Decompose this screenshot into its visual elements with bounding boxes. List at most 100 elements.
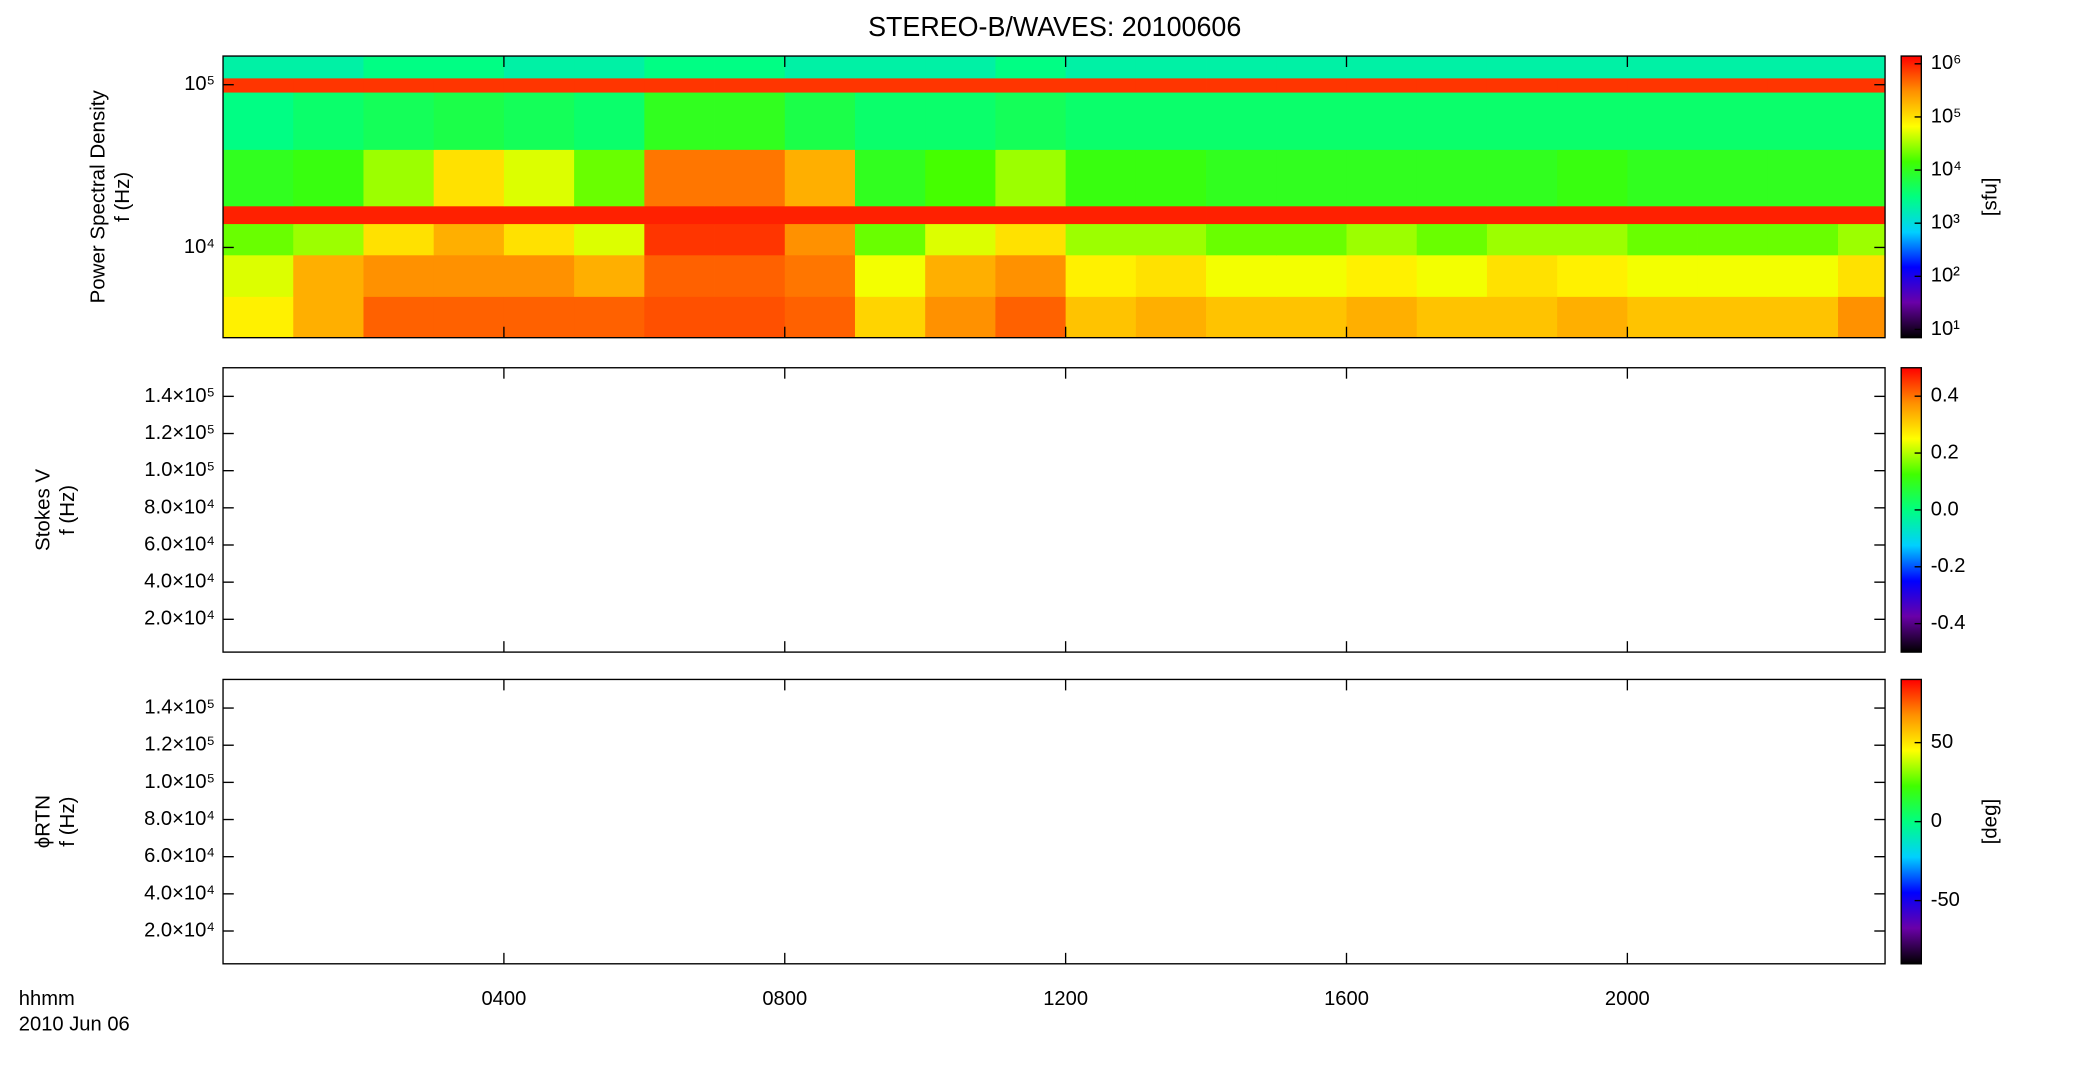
- heatmap-cell: [714, 296, 786, 339]
- heatmap-cell: [1276, 296, 1347, 339]
- colorbar-tick-label: 10¹: [1931, 318, 1960, 340]
- heatmap-cell: [644, 223, 715, 256]
- heatmap-cell: [1276, 56, 1347, 79]
- heatmap-cell: [574, 56, 645, 79]
- heatmap-cell: [1135, 77, 1207, 93]
- heatmap-cell: [1767, 223, 1839, 256]
- heatmap-cell: [223, 149, 294, 207]
- colorbar: [1900, 55, 1923, 339]
- x-axis-label: hhmm: [19, 988, 75, 1010]
- heatmap-cell: [1346, 92, 1418, 150]
- heatmap-cell: [1767, 296, 1839, 339]
- heatmap-cell: [1627, 205, 1698, 225]
- heatmap-cell: [293, 254, 364, 297]
- heatmap-cell: [1346, 254, 1418, 297]
- heatmap-cell: [714, 254, 786, 297]
- heatmap-cell: [1276, 205, 1347, 225]
- heatmap-cell: [363, 205, 435, 225]
- heatmap-cell: [223, 56, 294, 79]
- heatmap-cell: [363, 296, 435, 339]
- heatmap-cell: [503, 223, 575, 256]
- heatmap-cell: [854, 296, 926, 339]
- heatmap-cell: [1557, 77, 1628, 93]
- heatmap-cell: [1065, 149, 1137, 207]
- heatmap-cell: [433, 296, 505, 339]
- heatmap-cell: [1486, 56, 1558, 79]
- heatmap-cell: [1416, 254, 1488, 297]
- colorbar-tick-label: 0.2: [1931, 441, 1959, 463]
- heatmap-cell: [1627, 149, 1698, 207]
- heatmap-cell: [1697, 223, 1769, 256]
- heatmap-cell: [925, 254, 996, 297]
- heatmap-cell: [714, 77, 786, 93]
- heatmap-cell: [995, 223, 1067, 256]
- heatmap-cell: [644, 205, 715, 225]
- colorbar-tick-label: -0.4: [1931, 612, 1966, 634]
- y-tick-label: 10⁵: [184, 73, 215, 95]
- heatmap-cell: [1486, 223, 1558, 256]
- heatmap-cell: [1346, 149, 1418, 207]
- heatmap-cell: [293, 149, 364, 207]
- heatmap-cell: [433, 77, 505, 93]
- heatmap-cell: [1486, 205, 1558, 225]
- heatmap-cell: [925, 205, 996, 225]
- colorbar-tick-label: 50: [1931, 731, 1953, 753]
- heatmap-cell: [1416, 205, 1488, 225]
- x-tick-label: 1600: [1324, 988, 1369, 1010]
- y-axis-label: ϕRTN: [33, 795, 55, 848]
- heatmap-cell: [223, 254, 294, 297]
- heatmap-cell: [1065, 223, 1137, 256]
- y-tick-label: 1.0×10⁵: [144, 771, 215, 793]
- heatmap-cell: [293, 205, 364, 225]
- y-tick-label: 4.0×10⁴: [144, 570, 215, 592]
- heatmap-cell: [784, 77, 856, 93]
- heatmap-cell: [1697, 56, 1769, 79]
- heatmap-cell: [503, 56, 575, 79]
- colorbar-tick-label: 0.0: [1931, 498, 1959, 520]
- heatmap-cell: [574, 254, 645, 297]
- heatmap-cell: [1697, 149, 1769, 207]
- heatmap-cell: [293, 223, 364, 256]
- colorbar-tick-label: 10⁶: [1931, 52, 1962, 74]
- heatmap-cell: [1557, 223, 1628, 256]
- y-axis-label: f (Hz): [57, 797, 79, 847]
- heatmap-cell: [433, 149, 505, 207]
- plot-frame: [222, 55, 1886, 339]
- heatmap-cell: [784, 296, 856, 339]
- heatmap-cell: [714, 149, 786, 207]
- heatmap-cell: [995, 296, 1067, 339]
- heatmap-cell: [1838, 77, 1886, 93]
- heatmap-cell: [644, 254, 715, 297]
- y-tick-label: 6.0×10⁴: [144, 533, 215, 555]
- y-axis-label: Stokes V: [33, 468, 55, 550]
- heatmap-cell: [574, 223, 645, 256]
- heatmap-cell: [854, 149, 926, 207]
- heatmap-cell: [1486, 296, 1558, 339]
- heatmap-cell: [1557, 92, 1628, 150]
- heatmap-cell: [1627, 77, 1698, 93]
- heatmap-cell: [995, 77, 1067, 93]
- heatmap-cell: [1135, 205, 1207, 225]
- colorbar-label: [deg]: [1980, 799, 2002, 845]
- heatmap-cell: [1065, 205, 1137, 225]
- heatmap-cell: [784, 149, 856, 207]
- heatmap-cell: [363, 254, 435, 297]
- heatmap-cell: [995, 92, 1067, 150]
- colorbar-tick-label: 10²: [1931, 265, 1960, 287]
- heatmap-cell: [714, 205, 786, 225]
- colorbar-tick-label: 10³: [1931, 211, 1960, 233]
- heatmap-cell: [433, 92, 505, 150]
- heatmap-cell: [1065, 92, 1137, 150]
- heatmap-cell: [1346, 77, 1418, 93]
- heatmap-cell: [854, 254, 926, 297]
- heatmap-cell: [1206, 77, 1277, 93]
- x-tick-label: 2000: [1605, 988, 1650, 1010]
- heatmap-cell: [1346, 223, 1418, 256]
- heatmap-cell: [1135, 254, 1207, 297]
- heatmap-cell: [574, 296, 645, 339]
- heatmap-cell: [1557, 205, 1628, 225]
- y-tick-label: 8.0×10⁴: [144, 808, 215, 830]
- y-tick-label: 2.0×10⁴: [144, 919, 215, 941]
- heatmap-cell: [1276, 223, 1347, 256]
- heatmap-cell: [1135, 223, 1207, 256]
